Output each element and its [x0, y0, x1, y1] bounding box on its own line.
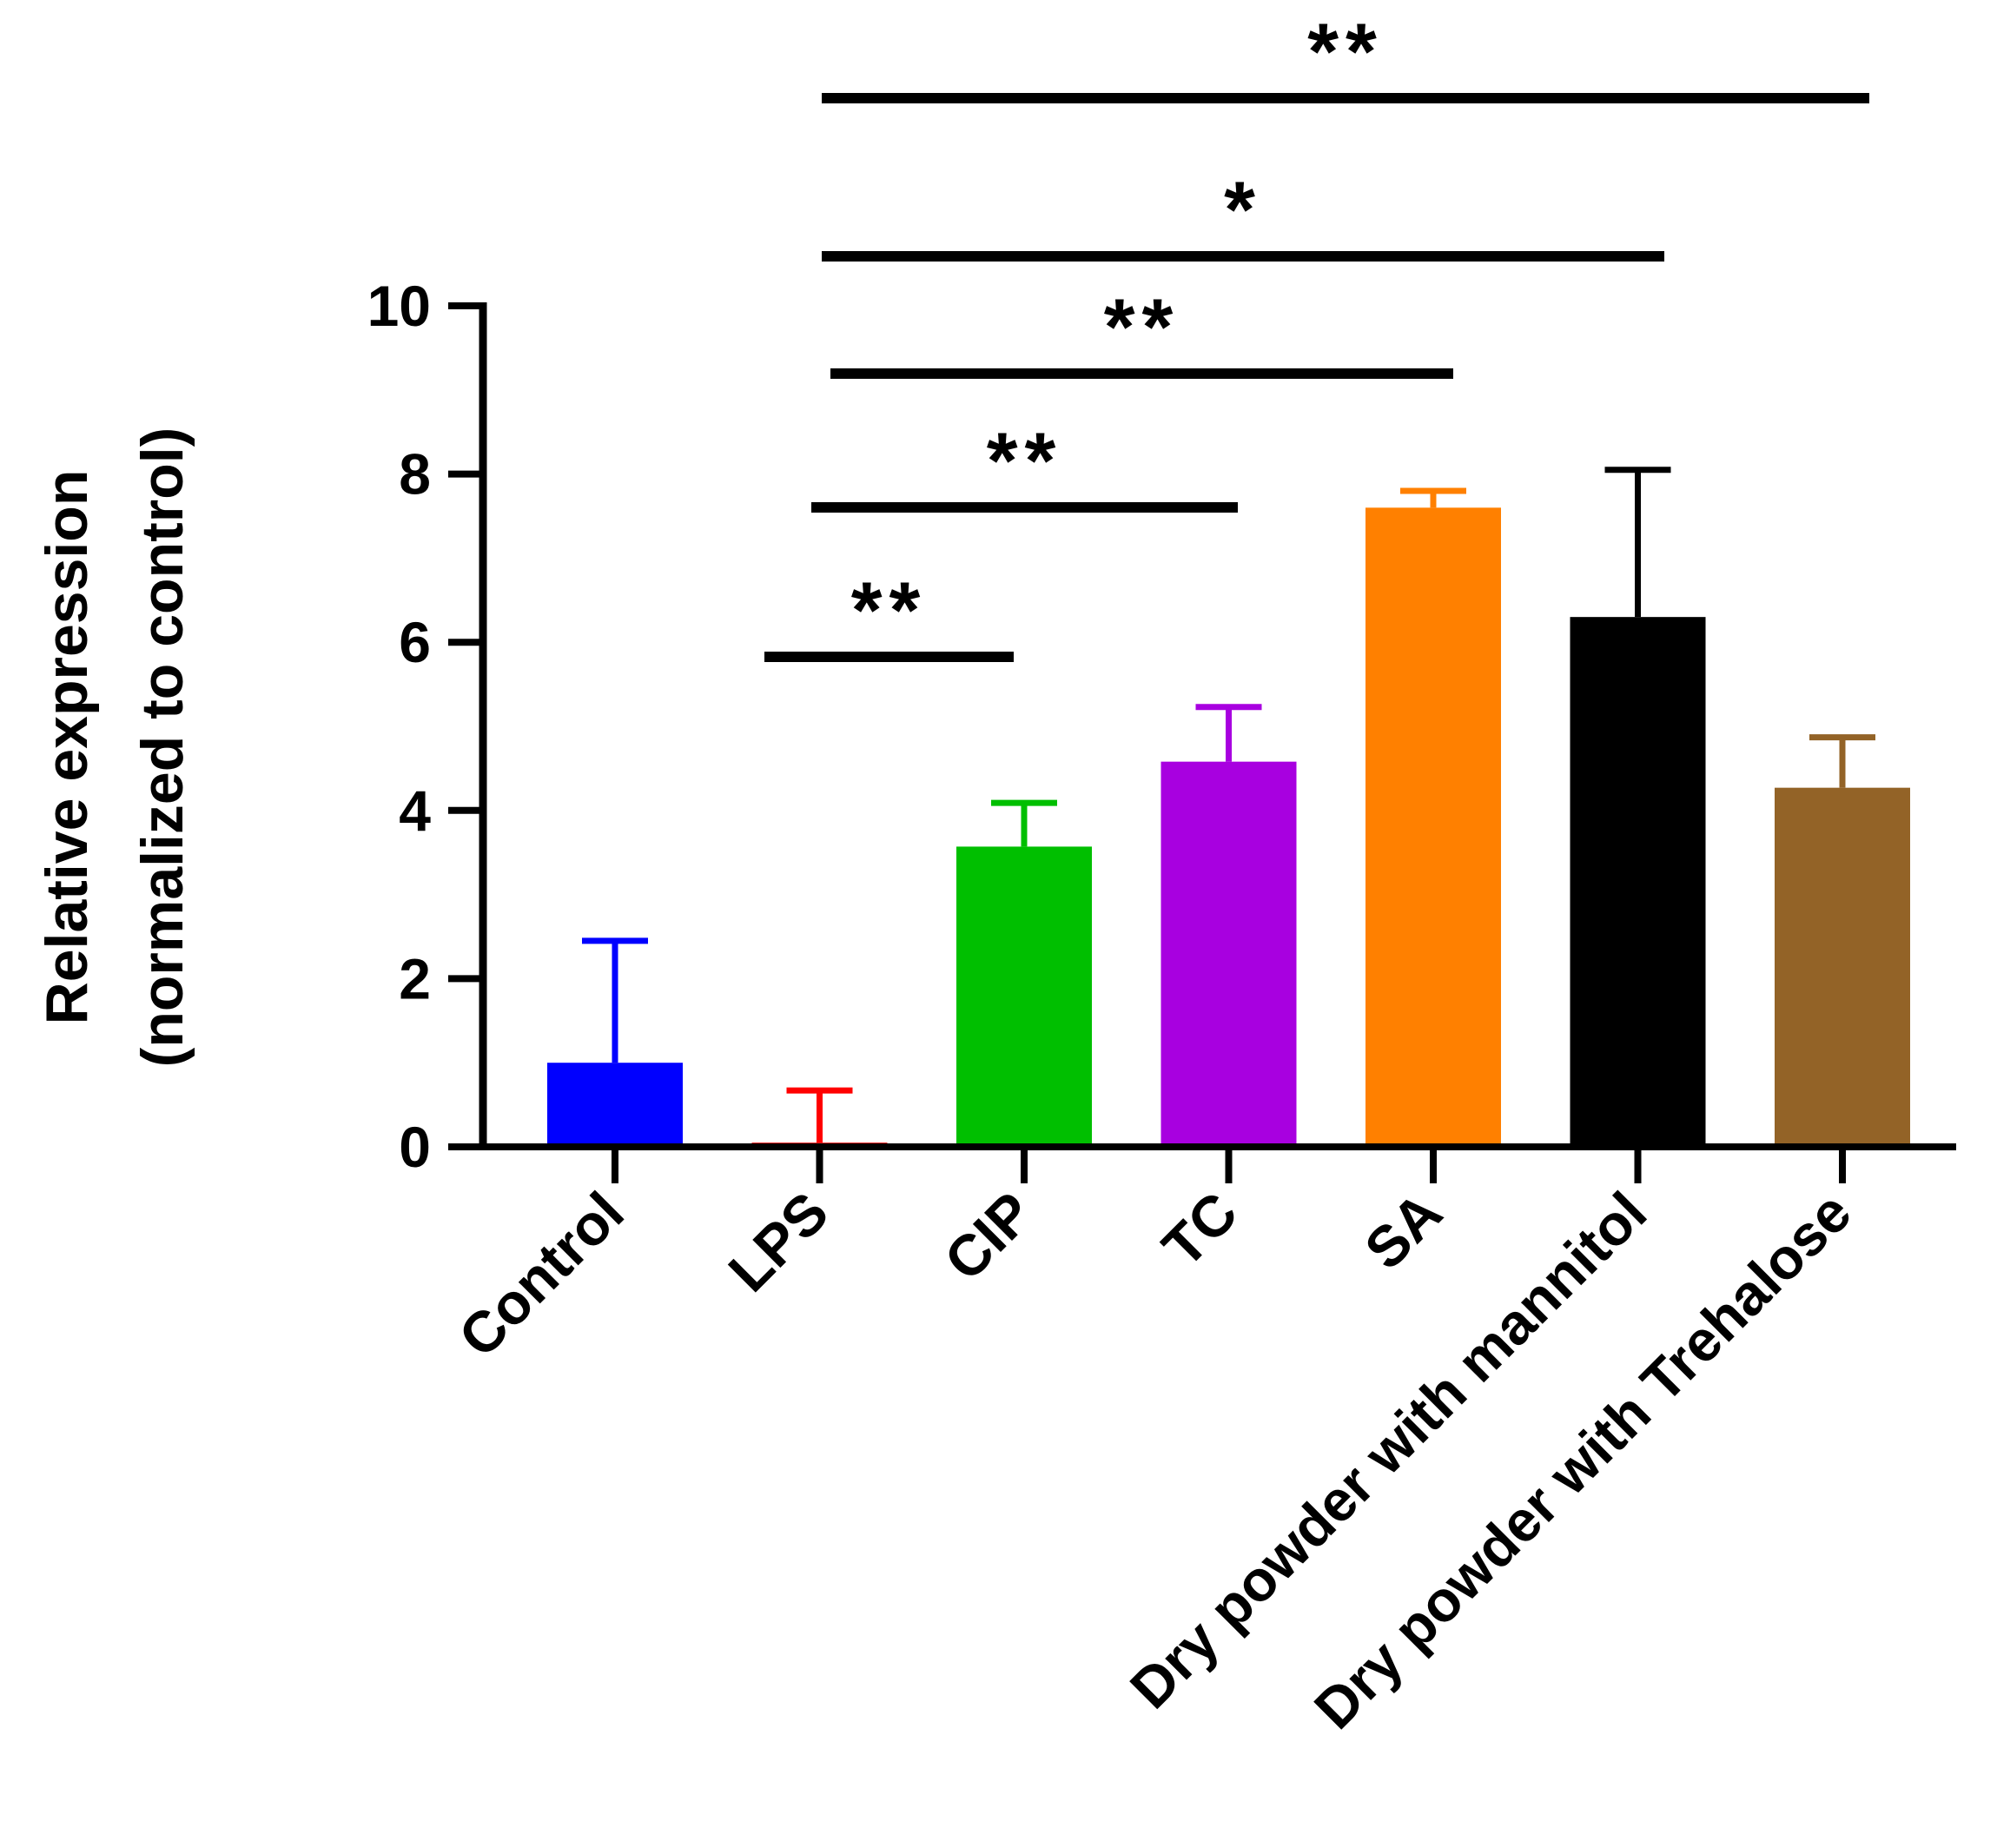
y-tick-label: 0 — [399, 1115, 431, 1179]
y-tick-label: 2 — [399, 946, 431, 1010]
bar — [547, 1063, 683, 1147]
significance-label: ** — [851, 566, 928, 655]
bar — [1775, 787, 1910, 1147]
y-tick-label: 8 — [399, 442, 431, 507]
bar — [956, 846, 1092, 1147]
significance-label: ** — [987, 417, 1063, 506]
significance-brackets: ********* — [764, 8, 1869, 662]
y-tick-label: 10 — [367, 274, 431, 338]
x-tick-label: LPS — [716, 1180, 840, 1304]
significance-label: ** — [1104, 283, 1180, 372]
bar — [1570, 617, 1706, 1147]
y-axis-label-line2: (normalized to control) — [129, 427, 195, 1068]
y-axis-label-line1: Relative expression — [34, 470, 100, 1025]
x-tick-label: SA — [1352, 1180, 1454, 1282]
y-tick-label: 6 — [399, 610, 431, 674]
y-tick-label: 4 — [399, 778, 431, 843]
x-tick-label: CIP — [932, 1180, 1045, 1293]
bar — [1365, 507, 1501, 1147]
y-axis-label: Relative expression (normalized to contr… — [34, 427, 195, 1068]
bar — [1161, 761, 1297, 1147]
x-tick-label: Control — [446, 1180, 636, 1369]
significance-label: ** — [1307, 8, 1384, 96]
x-tick-label: TC — [1150, 1180, 1250, 1280]
bars — [547, 467, 1910, 1147]
significance-label: * — [1224, 166, 1262, 255]
y-axis: 0 2 4 6 8 10 — [367, 274, 487, 1179]
